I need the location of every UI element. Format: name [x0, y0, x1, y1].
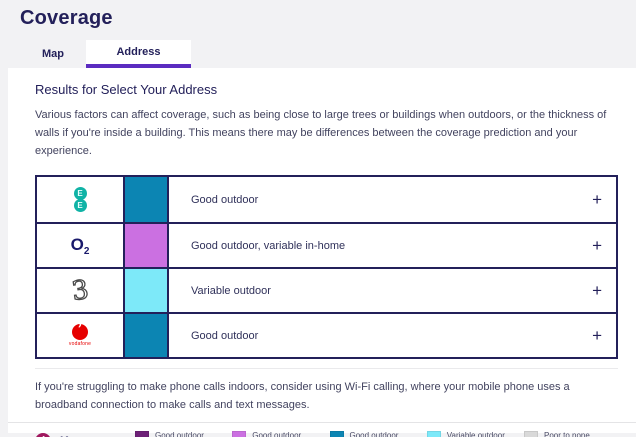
legend-swatch [524, 431, 538, 437]
tab-map[interactable]: Map [42, 48, 64, 60]
status-text: Good outdoor, variable in-home [191, 239, 346, 252]
expand-button[interactable]: + [592, 236, 602, 255]
legend-swatch [426, 431, 441, 437]
table-row-ee: E E Good outdoor + [37, 177, 616, 222]
o2-logo-main: O [70, 234, 84, 254]
status-text: Good outdoor [191, 329, 259, 342]
legend-text: Variable outdoor [446, 431, 505, 437]
coverage-swatch [125, 224, 169, 267]
ee-logo: E E [37, 177, 125, 222]
legend-text: Good outdoor [349, 431, 399, 437]
legend-item: Poor to none outdoor [524, 431, 606, 437]
coverage-swatch [125, 269, 169, 312]
legend-text: Good outdoor and in-home [155, 431, 204, 437]
key-label-group: i Key [35, 433, 135, 437]
status-cell: Good outdoor + [169, 314, 616, 357]
tab-bar: Map Address [20, 40, 636, 68]
status-cell: Good outdoor + [169, 177, 616, 222]
coverage-table: E E Good outdoor + O2 Good outdoor, vari… [35, 175, 618, 359]
status-cell: Good outdoor, variable in-home + [169, 224, 616, 267]
status-cell: Variable outdoor + [169, 269, 616, 312]
o2-logo-sub: 2 [83, 245, 90, 257]
page-title: Coverage [20, 7, 113, 29]
vodafone-speechmark-icon: ’ [72, 323, 88, 340]
o2-logo: O2 [37, 224, 125, 267]
legend-item: Good outdoor and in-home [135, 431, 217, 437]
table-row-three: 3 Variable outdoor + [37, 267, 616, 312]
legend-swatch [329, 431, 344, 437]
tab-address[interactable]: Address [86, 40, 191, 68]
page-header: Coverage [0, 0, 636, 30]
legend-item: Good outdoor [329, 431, 412, 437]
info-icon: i [35, 433, 51, 437]
expand-button[interactable]: + [592, 190, 602, 209]
results-panel: Results for Select Your Address Various … [8, 68, 636, 437]
legend-item: Variable outdoor [426, 431, 509, 437]
legend-swatch [232, 431, 247, 437]
expand-button[interactable]: + [592, 281, 602, 300]
results-heading: Results for Select Your Address [35, 82, 218, 97]
table-row-o2: O2 Good outdoor, variable in-home + [37, 222, 616, 267]
divider [8, 422, 636, 423]
status-text: Good outdoor [191, 193, 259, 206]
ee-logo-letter: E [73, 187, 87, 200]
coverage-swatch [125, 314, 169, 357]
key-label: Key [60, 434, 82, 437]
status-text: Variable outdoor [191, 284, 271, 297]
legend-item: Good outdoor, variable in-home [232, 431, 314, 437]
ee-logo-letter: E [73, 199, 87, 212]
wifi-calling-note: If you're struggling to make phone calls… [35, 381, 570, 411]
divider [35, 368, 618, 369]
legend-text: Poor to none outdoor [544, 431, 590, 437]
expand-button[interactable]: + [592, 326, 602, 345]
legend-swatch [135, 431, 149, 437]
legend-items: Good outdoor and in-home Good outdoor, v… [135, 431, 610, 437]
legend-text: Good outdoor, variable in-home [252, 431, 303, 437]
table-row-vodafone: ’ vodafone Good outdoor + [37, 312, 616, 357]
vodafone-wordmark: vodafone [68, 341, 92, 347]
vodafone-logo: ’ vodafone [37, 314, 125, 357]
coverage-swatch [125, 177, 169, 222]
key-legend: i Key Good outdoor and in-home Good outd… [35, 431, 610, 437]
three-logo: 3 [37, 269, 125, 312]
intro-text: Various factors can affect coverage, suc… [35, 109, 607, 157]
